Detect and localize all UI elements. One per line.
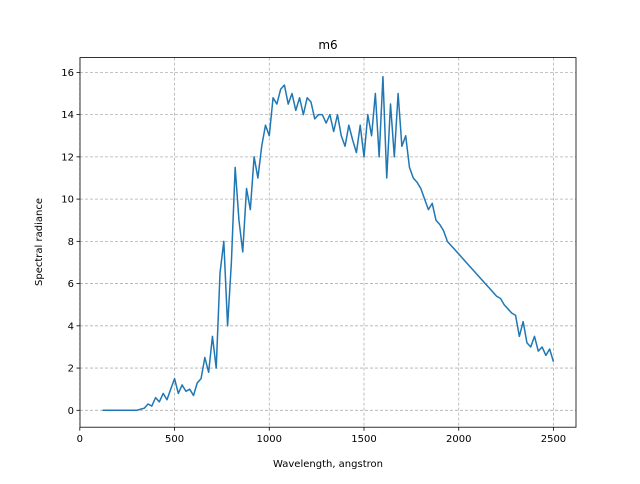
x-tick-label: 1500 [351, 434, 376, 445]
x-tick-label: 0 [77, 434, 83, 445]
y-tick-label: 8 [68, 237, 74, 248]
y-tick-label: 6 [68, 279, 74, 290]
x-tick-label: 2000 [446, 434, 471, 445]
y-tick-label: 0 [68, 406, 74, 417]
y-tick-label: 12 [61, 152, 74, 163]
plot-frame [79, 57, 577, 428]
x-tick-label: 1000 [257, 434, 282, 445]
x-axis-label: Wavelength, angstron [273, 459, 383, 470]
chart-title: m6 [318, 38, 337, 52]
x-tick-label: 500 [165, 434, 184, 445]
y-tick-label: 16 [61, 68, 74, 79]
y-tick-label: 4 [68, 321, 74, 332]
x-tick-label: 2500 [541, 434, 566, 445]
y-axis-label: Spectral radiance [34, 198, 45, 286]
data-line [102, 75, 555, 412]
y-tick-label: 14 [61, 110, 74, 121]
y-tick-label: 2 [68, 364, 74, 375]
y-tick-label: 10 [61, 195, 74, 206]
